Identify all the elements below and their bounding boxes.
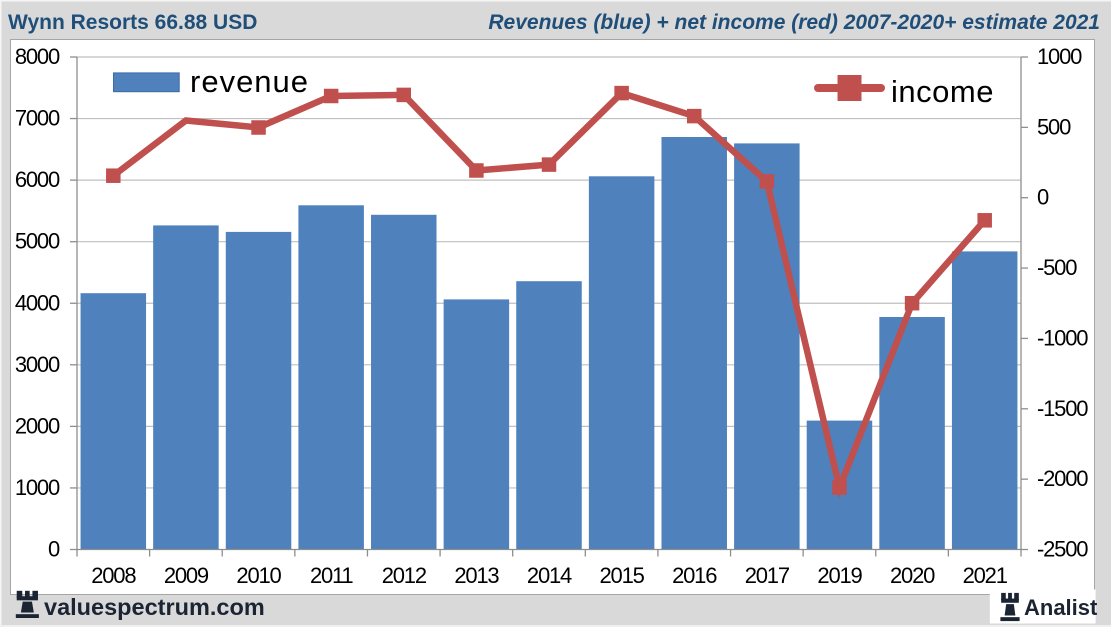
svg-text:-1500: -1500: [1037, 396, 1088, 421]
svg-text:2014: 2014: [527, 563, 572, 588]
svg-text:2021: 2021: [963, 563, 1008, 588]
svg-text:2012: 2012: [382, 563, 427, 588]
svg-text:5000: 5000: [15, 229, 60, 254]
svg-text:valuespectrum.com: valuespectrum.com: [44, 594, 265, 620]
svg-text:2015: 2015: [600, 563, 645, 588]
svg-text:2010: 2010: [236, 563, 281, 588]
svg-text:3000: 3000: [15, 352, 60, 377]
svg-text:2019: 2019: [817, 563, 862, 588]
svg-text:6000: 6000: [15, 167, 60, 192]
svg-text:Revenues (blue) + net income (: Revenues (blue) + net income (red) 2007-…: [488, 11, 1100, 34]
svg-text:-1000: -1000: [1037, 325, 1088, 350]
svg-text:0: 0: [1037, 185, 1049, 210]
svg-text:8000: 8000: [15, 44, 60, 69]
svg-text:500: 500: [1037, 114, 1071, 139]
svg-text:2008: 2008: [91, 563, 136, 588]
svg-text:2016: 2016: [672, 563, 717, 588]
svg-text:income: income: [891, 74, 994, 109]
svg-text:2020: 2020: [890, 563, 935, 588]
svg-text:-2500: -2500: [1037, 537, 1088, 562]
svg-text:2013: 2013: [454, 563, 499, 588]
svg-text:Analist: Analist: [1024, 595, 1098, 620]
svg-text:7000: 7000: [15, 106, 60, 131]
svg-text:2011: 2011: [310, 563, 353, 588]
svg-text:-500: -500: [1037, 255, 1077, 280]
svg-text:0: 0: [48, 537, 60, 562]
svg-text:2009: 2009: [164, 563, 209, 588]
svg-text:2000: 2000: [15, 413, 60, 438]
svg-text:-2000: -2000: [1037, 466, 1088, 491]
svg-text:2017: 2017: [745, 563, 790, 588]
svg-text:1000: 1000: [1037, 44, 1082, 69]
svg-text:Wynn Resorts 66.88 USD: Wynn Resorts 66.88 USD: [8, 11, 257, 34]
svg-text:4000: 4000: [15, 290, 60, 315]
svg-text:revenue: revenue: [190, 64, 309, 99]
svg-text:1000: 1000: [15, 475, 60, 500]
